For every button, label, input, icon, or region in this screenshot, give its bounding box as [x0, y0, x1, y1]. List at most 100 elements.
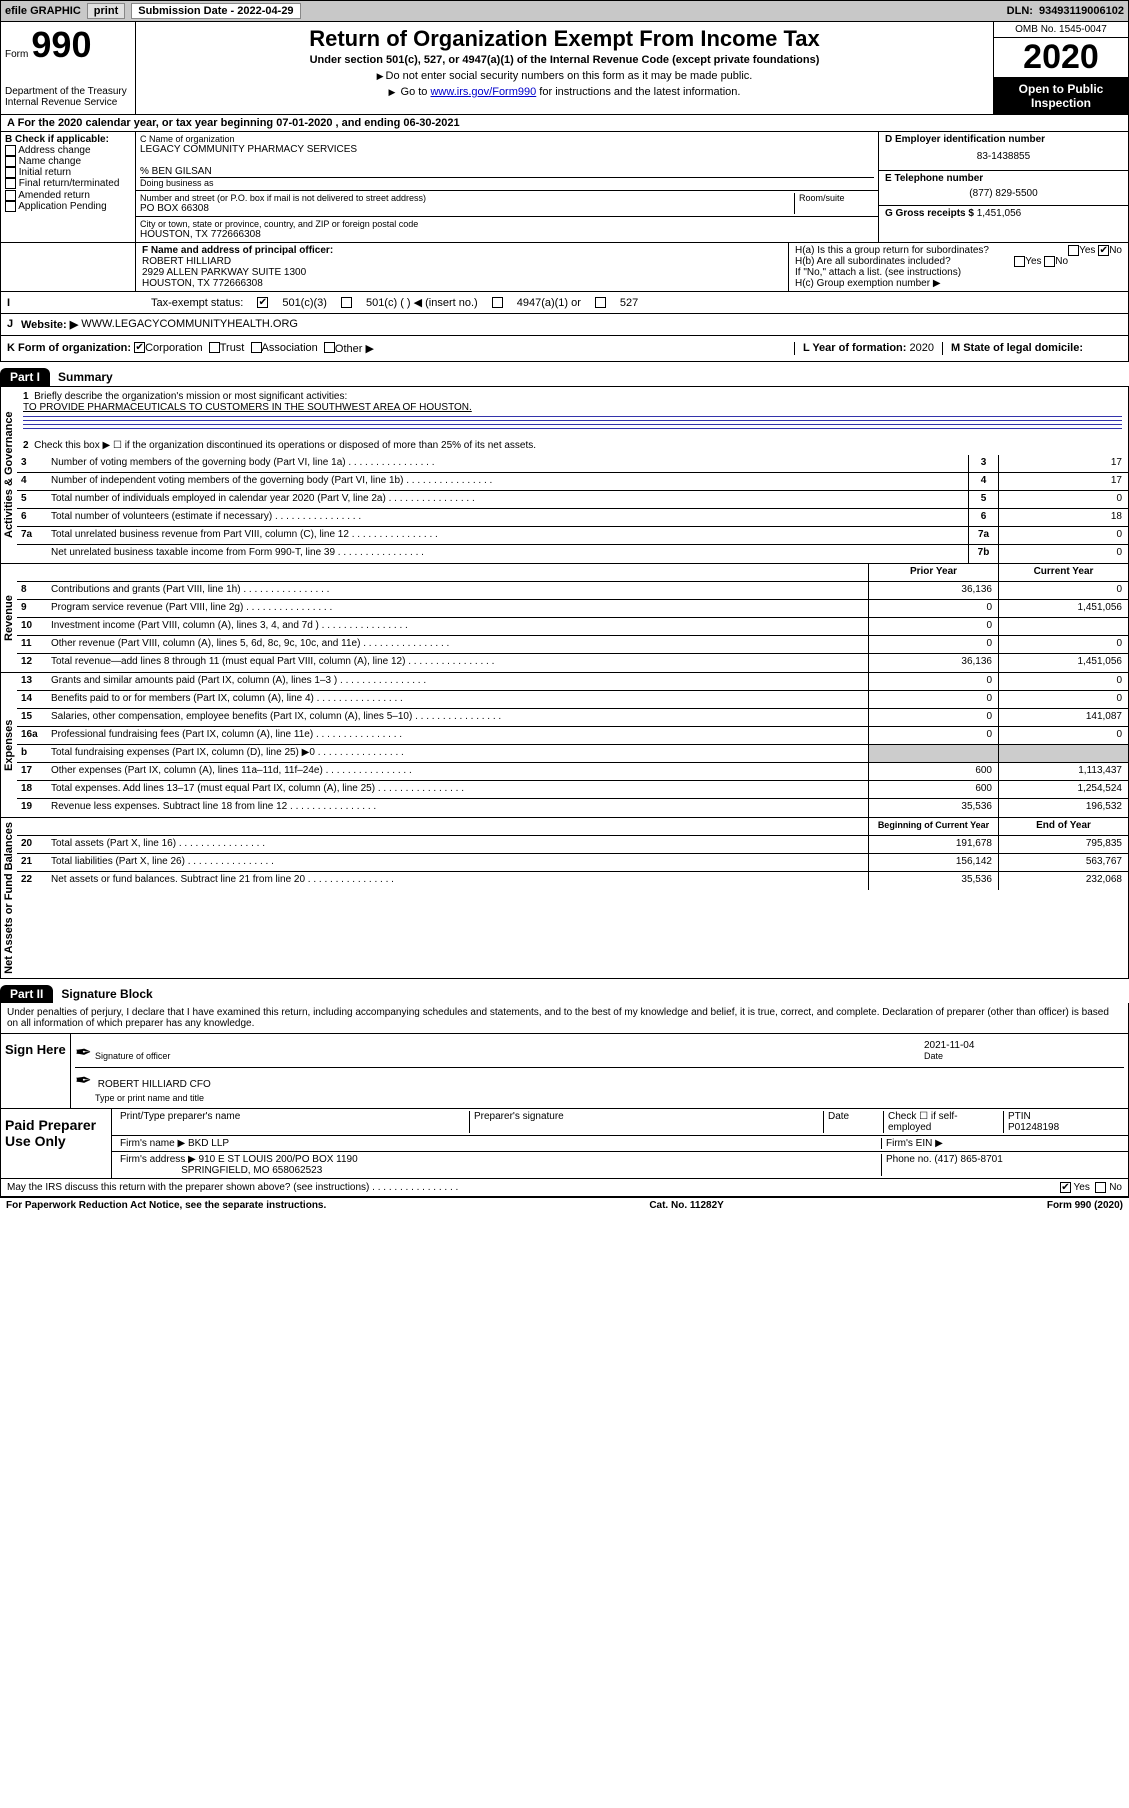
data-line: b Total fundraising expenses (Part IX, c…	[17, 745, 1128, 763]
inst2-pre: Go to	[401, 86, 431, 98]
line-text: Other expenses (Part IX, column (A), lin…	[47, 763, 868, 780]
discuss-yes: Yes	[1074, 1182, 1090, 1193]
sig-date: 2021-11-04	[924, 1040, 974, 1051]
line-num: 21	[17, 854, 47, 871]
b-opt-2: Initial return	[5, 167, 131, 178]
line-num: 12	[17, 654, 47, 672]
data-line: 10 Investment income (Part VIII, column …	[17, 618, 1128, 636]
form-title-box: Return of Organization Exempt From Incom…	[136, 22, 993, 114]
prior-val	[868, 745, 998, 762]
k-other-checkbox[interactable]	[324, 342, 335, 353]
current-val: 0	[998, 727, 1128, 744]
line-num: 15	[17, 709, 47, 726]
line-text: Contributions and grants (Part VIII, lin…	[47, 582, 868, 599]
line-text: Total revenue—add lines 8 through 11 (mu…	[47, 654, 868, 672]
line-text: Number of independent voting members of …	[47, 473, 968, 490]
line-val: 17	[998, 473, 1128, 490]
hb-no: No	[1055, 256, 1068, 267]
line-num: 13	[17, 673, 47, 690]
data-line: 22 Net assets or fund balances. Subtract…	[17, 872, 1128, 890]
k-corp-checkbox[interactable]	[134, 342, 145, 353]
ein-cell: D Employer identification number 83-1438…	[879, 132, 1128, 171]
klm-row: K Form of organization: Corporation Trus…	[0, 336, 1129, 362]
b-opt-2-label: Initial return	[19, 167, 71, 178]
irs-link[interactable]: www.irs.gov/Form990	[430, 86, 536, 98]
discuss-row: May the IRS discuss this return with the…	[0, 1179, 1129, 1197]
prior-val: 0	[868, 691, 998, 708]
j-label: J	[7, 318, 21, 331]
opt-501c3: 501(c)(3)	[282, 297, 327, 309]
firm-name-label: Firm's name ▶	[120, 1138, 185, 1149]
discuss-yes-checkbox[interactable]	[1060, 1182, 1071, 1193]
expenses-body: 13 Grants and similar amounts paid (Part…	[17, 673, 1128, 817]
current-val: 563,767	[998, 854, 1128, 871]
line-num	[17, 545, 47, 563]
footer-mid: Cat. No. 11282Y	[649, 1200, 723, 1211]
4947-checkbox[interactable]	[492, 297, 503, 308]
k-trust-checkbox[interactable]	[209, 342, 220, 353]
b-opt-1-label: Name change	[19, 156, 81, 167]
print-button[interactable]: print	[87, 3, 125, 19]
form-subtitle: Under section 501(c), 527, or 4947(a)(1)…	[140, 54, 989, 66]
begin-year-hdr: Beginning of Current Year	[868, 818, 998, 835]
section-c: C Name of organization LEGACY COMMUNITY …	[136, 132, 878, 242]
line-num: 6	[17, 509, 47, 526]
netassets-body: Beginning of Current Year End of Year 20…	[17, 818, 1128, 978]
current-val: 1,451,056	[998, 600, 1128, 617]
dln-label: DLN:	[1007, 5, 1033, 17]
line-num: 11	[17, 636, 47, 653]
prior-val: 35,536	[868, 872, 998, 890]
footer-right: Form 990 (2020)	[1047, 1200, 1123, 1211]
dept-treasury: Department of the Treasury Internal Reve…	[5, 86, 131, 108]
b-opt-3-label: Final return/terminated	[19, 179, 120, 190]
part1-header: Part I Summary	[0, 368, 1129, 386]
line-text: Other revenue (Part VIII, column (A), li…	[47, 636, 868, 653]
pen-icon: ✒	[75, 1040, 95, 1065]
tel-value: (877) 829-5500	[885, 184, 1122, 203]
expenses-vert-label: Expenses	[1, 673, 17, 817]
ha-yes: Yes	[1079, 245, 1095, 256]
hb-note: If "No," attach a list. (see instruction…	[795, 267, 1122, 278]
governance-section: Activities & Governance 1 Briefly descri…	[0, 386, 1129, 564]
prior-val: 0	[868, 709, 998, 726]
f-label: F Name and address of principal officer:	[142, 245, 782, 256]
gov-line: Net unrelated business taxable income fr…	[17, 545, 1128, 563]
sig-date-label: Date	[924, 1051, 943, 1061]
period-text: For the 2020 calendar year, or tax year …	[18, 117, 460, 129]
website-value: WWW.LEGACYCOMMUNITYHEALTH.ORG	[81, 318, 298, 331]
line-num: 4	[17, 473, 47, 490]
ha-row: H(a) Is this a group return for subordin…	[795, 245, 1122, 256]
line-text: Total assets (Part X, line 16)	[47, 836, 868, 853]
data-line: 11 Other revenue (Part VIII, column (A),…	[17, 636, 1128, 654]
line-text: Program service revenue (Part VIII, line…	[47, 600, 868, 617]
b-opt-4-label: Amended return	[18, 190, 90, 201]
current-val	[998, 745, 1128, 762]
ptin-label: PTIN	[1008, 1111, 1031, 1122]
preparer-label: Paid Preparer Use Only	[1, 1109, 111, 1178]
line-val: 0	[998, 491, 1128, 508]
current-val	[998, 618, 1128, 635]
501c3-checkbox[interactable]	[257, 297, 268, 308]
gross-value: 1,451,056	[977, 208, 1022, 219]
line2-text: Check this box ▶ ☐ if the organization d…	[34, 440, 536, 451]
data-line: 9 Program service revenue (Part VIII, li…	[17, 600, 1128, 618]
k-label: K Form of organization:	[7, 342, 131, 355]
501c-checkbox[interactable]	[341, 297, 352, 308]
line-num: 18	[17, 781, 47, 798]
ptin-value: P01248198	[1008, 1122, 1059, 1133]
gross-cell: G Gross receipts $ 1,451,056	[879, 206, 1128, 221]
prep-line2: Firm's name ▶ BKD LLP Firm's EIN ▶	[112, 1136, 1128, 1152]
prior-year-hdr: Prior Year	[868, 564, 998, 581]
line2: 2 Check this box ▶ ☐ if the organization…	[17, 436, 1128, 455]
b-opt-5-label: Application Pending	[18, 201, 106, 212]
b-opt-0-label: Address change	[18, 145, 90, 156]
527-checkbox[interactable]	[595, 297, 606, 308]
open-public-badge: Open to Public Inspection	[994, 78, 1128, 114]
hb-text: H(b) Are all subordinates included?	[795, 256, 951, 267]
line1-label: Briefly describe the organization's miss…	[34, 391, 347, 402]
footer-left: For Paperwork Reduction Act Notice, see …	[6, 1200, 326, 1211]
current-val: 0	[998, 636, 1128, 653]
prep-line1: Print/Type preparer's name Preparer's si…	[112, 1109, 1128, 1136]
discuss-no-checkbox[interactable]	[1095, 1182, 1106, 1193]
k-assoc-checkbox[interactable]	[251, 342, 262, 353]
